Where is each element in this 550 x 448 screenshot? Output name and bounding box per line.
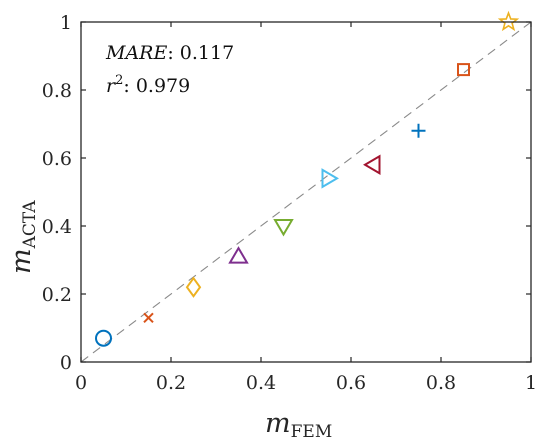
y-tick-label: 0.4	[42, 216, 72, 238]
annotation-box: MARE: 0.117 r2: 0.979	[105, 42, 234, 97]
data-point-triangle-up	[228, 246, 249, 264]
x-axis-label: mFEM	[265, 408, 332, 442]
y-tick-label: 0	[60, 352, 72, 374]
y-tick-label: 1	[60, 12, 72, 34]
y-tick-label: 0.6	[42, 148, 72, 170]
data-point-triangle-down	[273, 219, 294, 237]
r2-superscript: 2	[115, 73, 123, 88]
mare-annotation: MARE: 0.117	[105, 42, 234, 64]
x-tick-label: 0	[75, 372, 87, 394]
y-tick-label: 0.8	[42, 80, 72, 102]
data-point-circle	[95, 329, 112, 347]
plot-frame	[80, 21, 532, 363]
x-axis-label-sub: FEM	[291, 422, 333, 442]
data-point-square	[457, 63, 470, 77]
data-point-triangle-left	[363, 154, 381, 176]
reference-line	[80, 21, 532, 363]
r2-label: r	[106, 75, 117, 97]
r2-annotation: r2: 0.979	[106, 73, 190, 97]
x-tick-label: 0.2	[156, 372, 186, 394]
y-axis-label-main: m	[6, 248, 37, 274]
x-tick-label: 0.6	[336, 372, 366, 394]
data-point-plus	[411, 123, 426, 138]
x-tick-label: 0.4	[246, 372, 276, 394]
x-tick-label: 0.8	[426, 372, 456, 394]
mare-value: : 0.117	[167, 42, 234, 64]
y-tick-label: 0.2	[42, 284, 72, 306]
data-point-diamond	[185, 276, 202, 298]
x-tick-label: 1	[525, 372, 537, 394]
data-point-x	[143, 312, 154, 324]
data-point-triangle-right	[321, 168, 339, 189]
data-point-star	[497, 10, 520, 32]
y-axis-label: mACTA	[6, 200, 40, 274]
y-axis-label-sub: ACTA	[20, 200, 40, 250]
x-axis-label-main: m	[265, 408, 291, 439]
mare-label: MARE	[105, 42, 167, 64]
r2-value: : 0.979	[123, 75, 190, 97]
